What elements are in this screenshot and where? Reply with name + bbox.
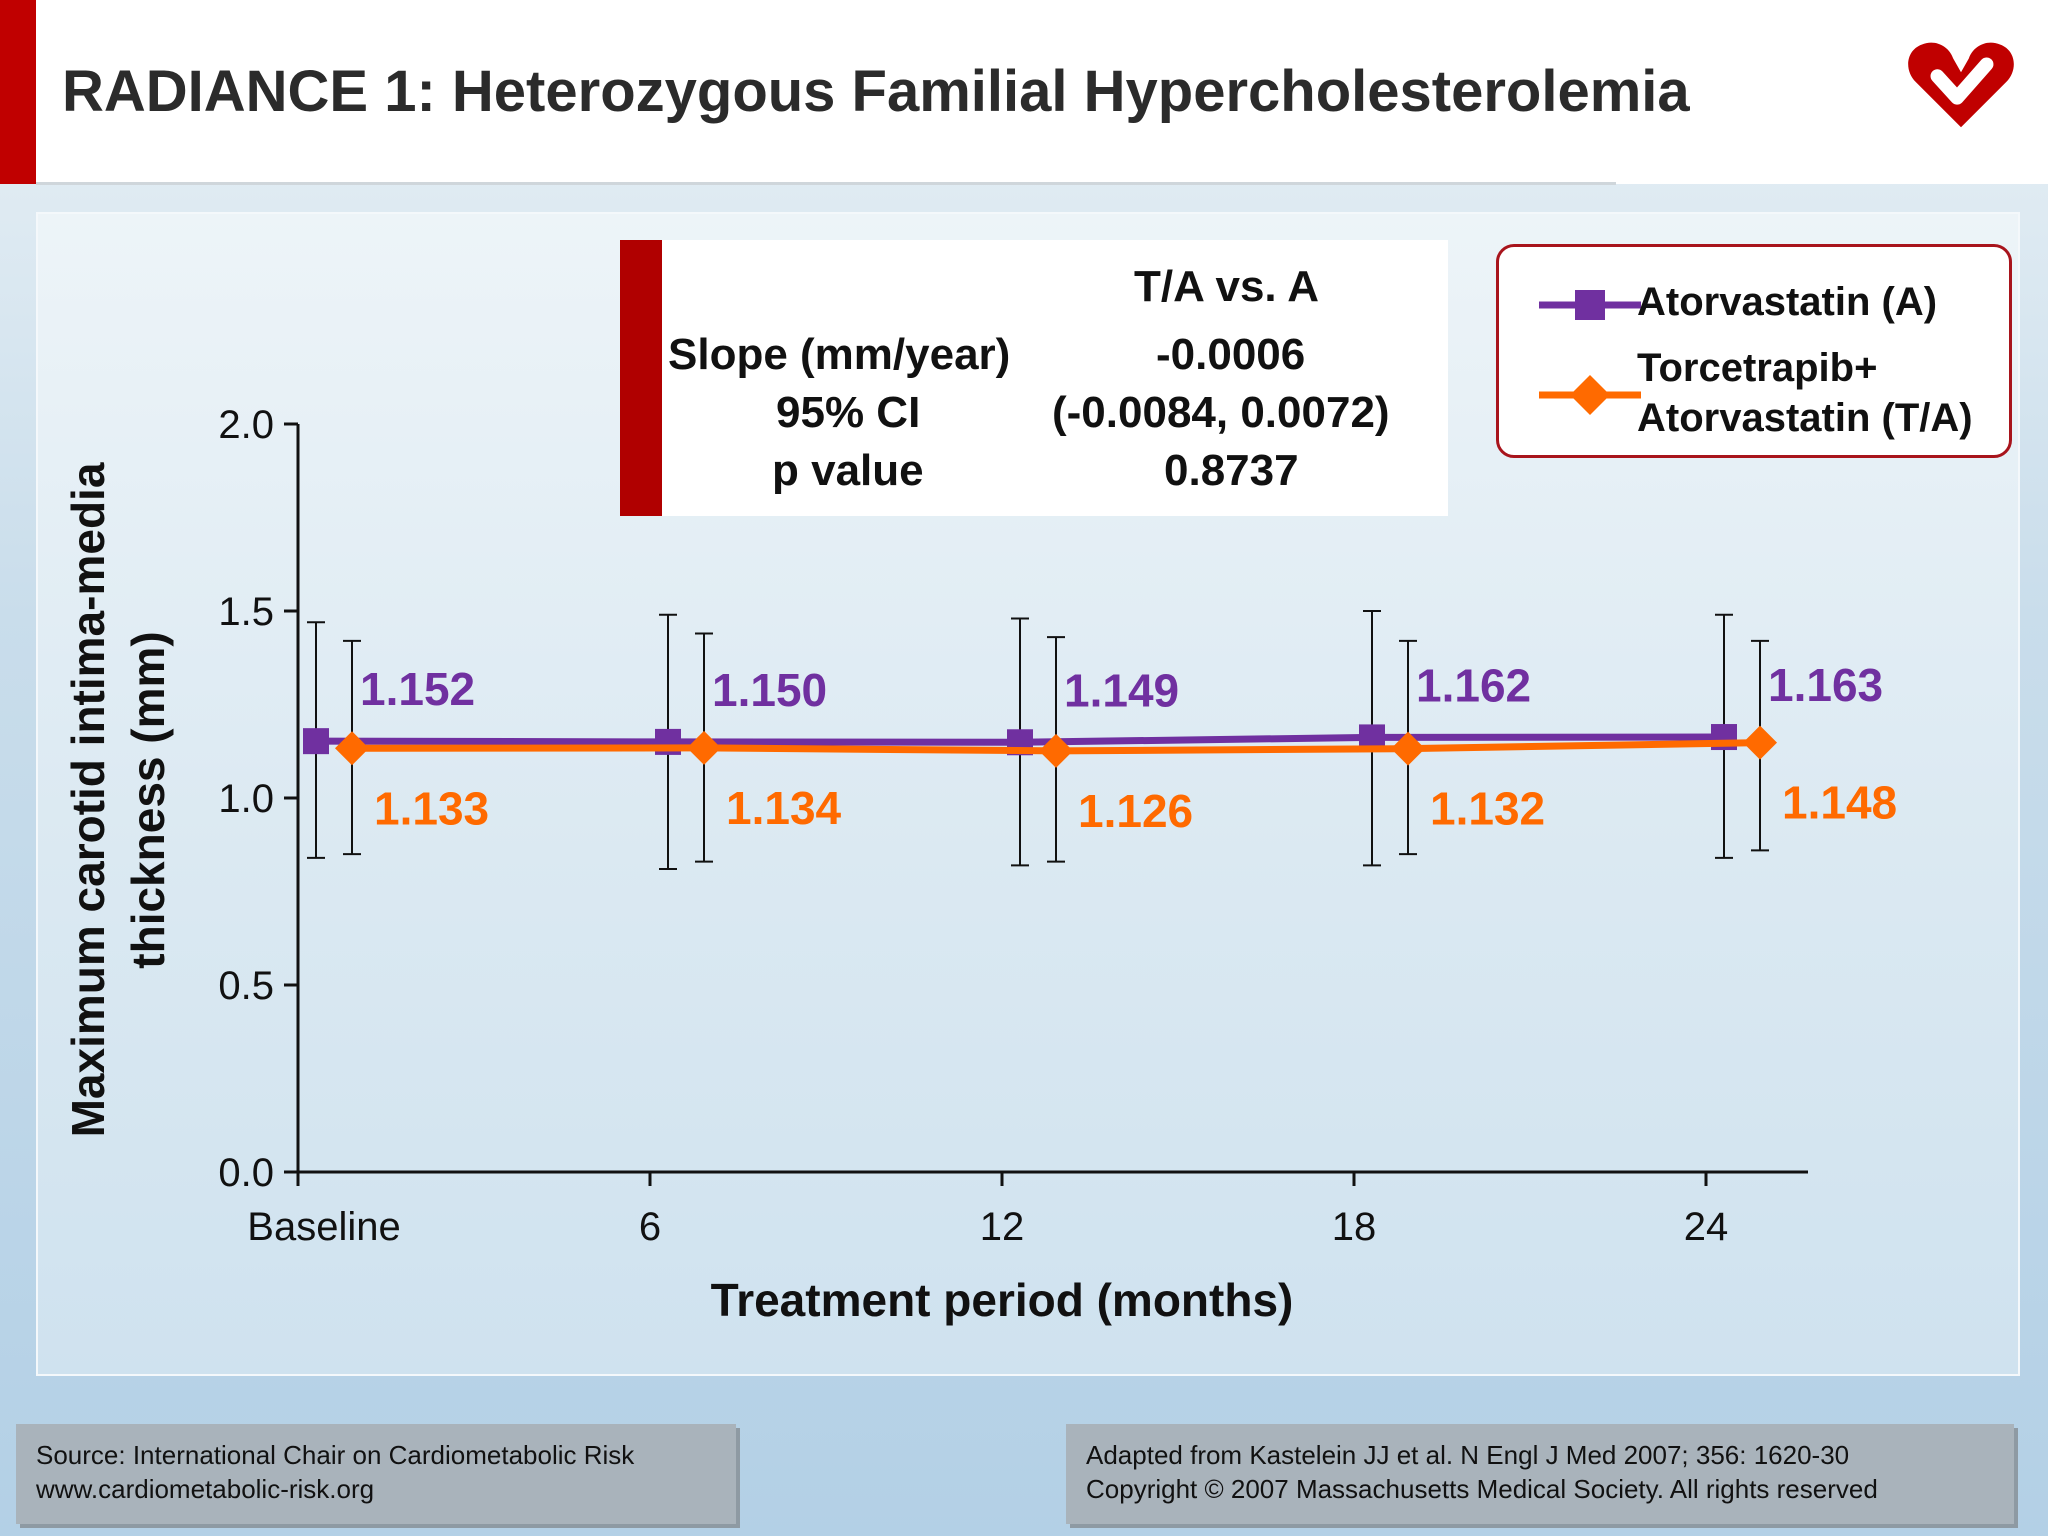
data-label-combo: 1.148 bbox=[1782, 777, 1897, 829]
header-accent-bar bbox=[0, 0, 36, 184]
data-label-atorvastatin: 1.149 bbox=[1064, 664, 1179, 716]
citation-text: Adapted from Kastelein JJ et al. N Engl … bbox=[1086, 1440, 1850, 1470]
y-tick-label: 1.0 bbox=[218, 777, 274, 821]
stats-table bbox=[620, 240, 1448, 516]
legend-label-atorvastatin: Atorvastatin (A) bbox=[1637, 280, 1938, 324]
source-text: Source: International Chair on Cardiomet… bbox=[36, 1440, 635, 1470]
stats-column-header: T/A vs. A bbox=[1134, 262, 1320, 311]
data-label-combo: 1.126 bbox=[1078, 785, 1193, 837]
data-label-combo: 1.134 bbox=[726, 782, 842, 834]
data-label-atorvastatin: 1.162 bbox=[1416, 659, 1531, 711]
legend-diamond-marker-icon bbox=[1539, 375, 1641, 415]
source-url: www.cardiometabolic-risk.org bbox=[36, 1474, 375, 1504]
x-tick-label: 24 bbox=[1684, 1205, 1729, 1249]
stats-value-p: 0.8737 bbox=[1164, 446, 1299, 495]
header-divider bbox=[36, 182, 1616, 185]
data-label-combo: 1.132 bbox=[1430, 783, 1545, 835]
legend-label-combo-line1: Torcetrapib+ bbox=[1637, 346, 1878, 390]
data-point-combo bbox=[687, 730, 721, 765]
x-tick-label: 6 bbox=[639, 1205, 661, 1249]
legend-label-combo-line2: Atorvastatin (T/A) bbox=[1637, 396, 1973, 440]
x-tick-label: 12 bbox=[980, 1205, 1025, 1249]
data-point-combo bbox=[335, 731, 369, 766]
data-point-combo bbox=[1391, 731, 1425, 766]
x-tick-label: Baseline bbox=[247, 1205, 400, 1249]
source-footer: Source: International Chair on Cardiomet… bbox=[16, 1424, 736, 1524]
data-label-atorvastatin: 1.150 bbox=[712, 664, 827, 716]
stats-label-slope: Slope (mm/year) bbox=[668, 330, 1011, 379]
y-tick-label: 2.0 bbox=[218, 403, 274, 447]
citation-footer: Adapted from Kastelein JJ et al. N Engl … bbox=[1066, 1424, 2014, 1524]
stats-label-p: p value bbox=[772, 446, 924, 495]
data-label-combo: 1.133 bbox=[374, 782, 489, 834]
x-axis-title: Treatment period (months) bbox=[711, 1274, 1294, 1326]
y-axis-title-line1: Maximum carotid intima-media bbox=[62, 462, 114, 1137]
slide-title: RADIANCE 1: Heterozygous Familial Hyperc… bbox=[62, 59, 1690, 124]
y-axis-title-line2: thickness (mm) bbox=[122, 631, 174, 968]
slide-header: RADIANCE 1: Heterozygous Familial Hyperc… bbox=[0, 0, 2048, 185]
y-tick-label: 1.5 bbox=[218, 590, 274, 634]
data-label-atorvastatin: 1.152 bbox=[360, 663, 475, 715]
data-point-combo bbox=[1039, 733, 1073, 768]
x-tick-label: 18 bbox=[1332, 1205, 1377, 1249]
stats-value-slope: -0.0006 bbox=[1156, 330, 1306, 379]
data-point-atorvastatin bbox=[303, 728, 329, 755]
stats-label-ci: 95% CI bbox=[776, 388, 921, 437]
data-label-atorvastatin: 1.163 bbox=[1768, 659, 1883, 711]
stats-accent-bar bbox=[620, 240, 662, 516]
y-tick-label: 0.5 bbox=[218, 964, 274, 1008]
copyright-text: Copyright © 2007 Massachusetts Medical S… bbox=[1086, 1474, 1878, 1504]
stats-value-ci: (-0.0084, 0.0072) bbox=[1052, 388, 1390, 437]
chart-legend: Atorvastatin (A) Torcetrapib+ Atorvastat… bbox=[1496, 244, 2012, 458]
heart-logo-icon bbox=[1908, 42, 2014, 128]
y-tick-label: 0.0 bbox=[218, 1151, 274, 1195]
legend-square-marker-icon bbox=[1539, 290, 1641, 320]
data-point-combo bbox=[1743, 725, 1777, 760]
